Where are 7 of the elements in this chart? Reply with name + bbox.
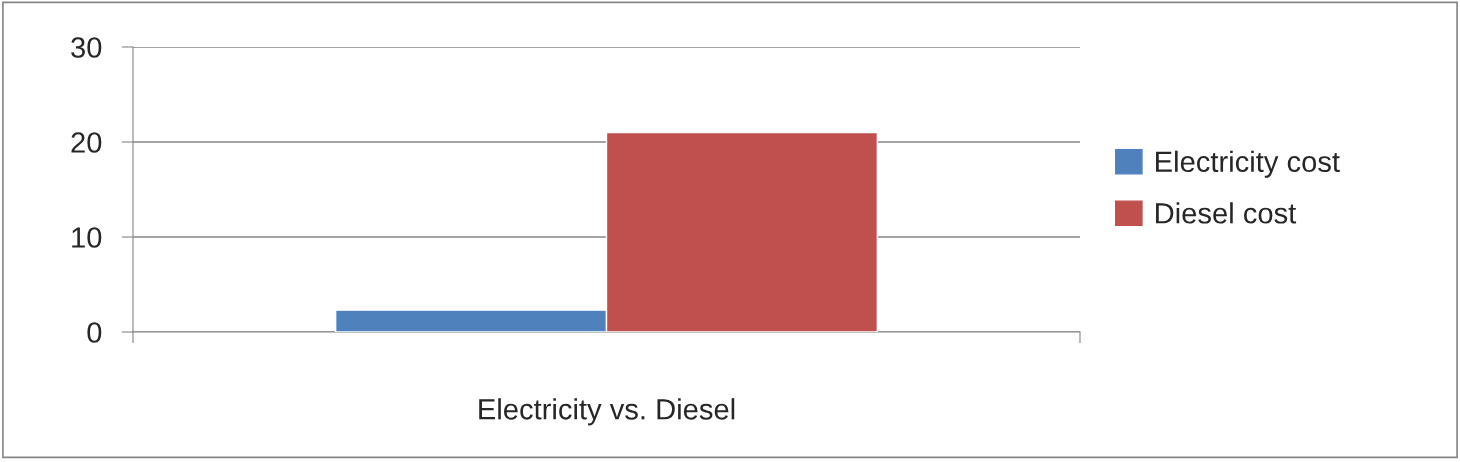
y-tick-label: 30 bbox=[71, 37, 102, 58]
x-tick-label: Electricity vs. Diesel bbox=[479, 398, 735, 426]
y-tick-label: 10 bbox=[72, 227, 102, 248]
legend-label: Electricity cost bbox=[1156, 150, 1340, 178]
legend-label: Diesel cost bbox=[1156, 202, 1297, 224]
y-tick-label: 0 bbox=[87, 322, 102, 343]
y-tick-label: 20 bbox=[71, 132, 102, 153]
